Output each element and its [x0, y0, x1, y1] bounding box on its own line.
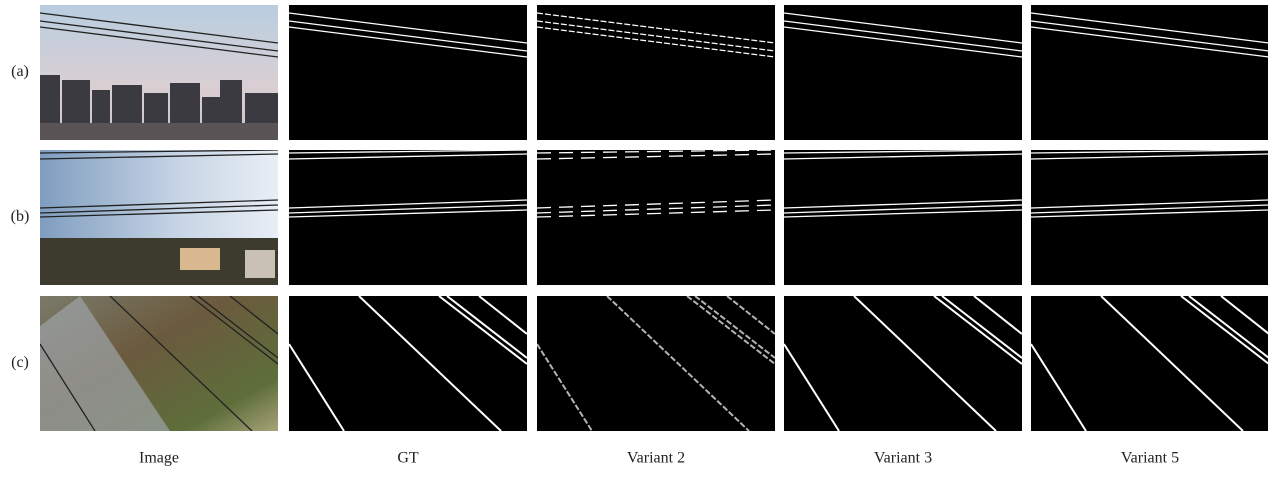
mask-background	[1031, 150, 1268, 285]
panel	[784, 5, 1022, 140]
panel-content	[784, 5, 1022, 140]
figure: (a) (b) (c) Image GT Variant 2 Variant 3 Varian…	[0, 0, 1268, 472]
panel	[40, 296, 278, 431]
panel	[537, 296, 775, 431]
mask-background	[537, 150, 775, 285]
panel	[1031, 150, 1268, 285]
panel-content	[1031, 296, 1268, 431]
page: {"row_labels": ["(a)", "(b)", "(c)"], "c…	[0, 0, 1268, 477]
panel-content	[289, 5, 527, 140]
panel	[289, 150, 527, 285]
panel-content	[537, 296, 775, 431]
panel	[1031, 296, 1268, 431]
panel	[40, 150, 278, 285]
mask-background	[289, 150, 527, 285]
column-label: Variant 3	[874, 450, 932, 467]
ground	[40, 238, 278, 285]
panel-content	[289, 150, 527, 285]
column-label: Image	[139, 450, 179, 467]
panel	[784, 150, 1022, 285]
column-label: Variant 5	[1121, 450, 1179, 467]
panel	[289, 296, 527, 431]
mask-background	[784, 296, 1022, 431]
panel-content	[1031, 150, 1268, 285]
mask-background	[537, 296, 775, 431]
panel-content	[1031, 5, 1268, 140]
column-label: GT	[397, 450, 419, 467]
ground	[40, 123, 278, 140]
panel	[1031, 5, 1268, 140]
panel-content	[537, 150, 775, 285]
panel	[289, 5, 527, 140]
column-label: Variant 2	[627, 450, 685, 467]
mask-background	[1031, 296, 1268, 431]
mask-background	[784, 150, 1022, 285]
mask-background	[289, 296, 527, 431]
panel-content	[40, 296, 278, 431]
panel	[40, 5, 278, 140]
row-label: (b)	[11, 208, 30, 225]
house	[245, 250, 275, 278]
row-label: (a)	[11, 63, 29, 80]
panel-content	[537, 5, 775, 140]
row-label: (c)	[11, 354, 29, 371]
panel-content	[784, 150, 1022, 285]
panel	[537, 5, 775, 140]
panel	[784, 296, 1022, 431]
panel-content	[40, 150, 278, 285]
panel-content	[289, 296, 527, 431]
house	[180, 248, 220, 270]
panel-content	[784, 296, 1022, 431]
panel	[537, 150, 775, 285]
panel-content	[40, 5, 278, 140]
